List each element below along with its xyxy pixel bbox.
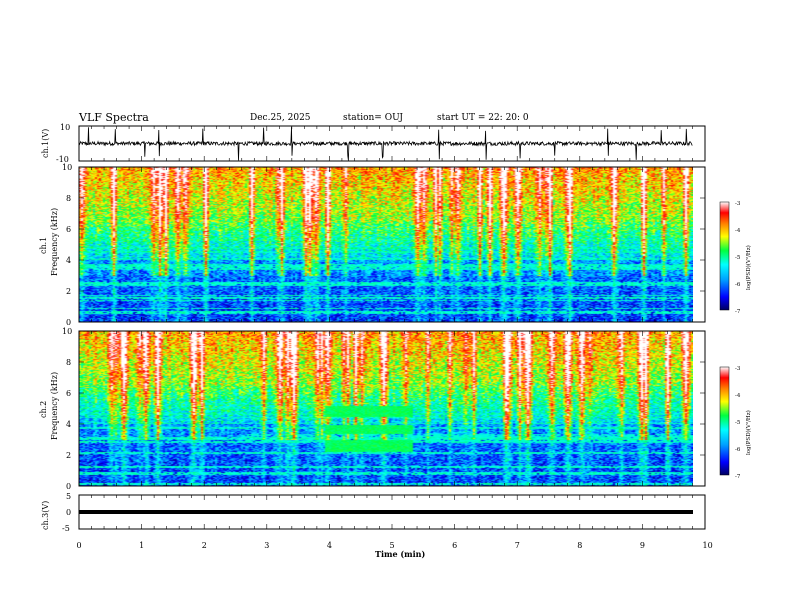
- ch1-colorbar-tick-7: -7: [735, 309, 741, 315]
- ch1-spectrogram-ylabel: ch.1: [39, 237, 48, 254]
- ch1-frequency-label: Frequency (kHz): [50, 208, 59, 276]
- ch2-colorbar-tick-5: -5: [735, 420, 741, 426]
- x-tick-label: 4: [327, 541, 332, 550]
- x-tick-label: 3: [264, 541, 269, 550]
- ch1-spectrogram-ytick: 8: [66, 194, 71, 203]
- ch1-spectrogram-ytick: 2: [66, 287, 71, 296]
- ch3-ytick-bottom: -5: [62, 524, 70, 533]
- ch2-colorbar-label: log(PSD)(V²/Hz): [745, 410, 752, 455]
- ch1-colorbar: -3 -4 -5 -6 -7 log(PSD)(V²/Hz): [719, 201, 752, 315]
- ch2-colorbar-tick-4: -4: [735, 393, 741, 399]
- x-tick-label: 8: [577, 541, 582, 550]
- x-tick-label: 5: [390, 541, 395, 550]
- ch1-spectrogram-ytick: 10: [62, 163, 72, 172]
- ch1-colorbar-tick-6: -6: [735, 282, 741, 288]
- ch2-spectrogram-group: [79, 331, 693, 486]
- ch1-spectrogram-group: [79, 167, 693, 322]
- ch3-waveform-ylabel: ch.3(V): [41, 501, 50, 530]
- ch3-ytick-top: 5: [66, 492, 71, 501]
- ch2-spectrogram-ytick: 4: [66, 420, 71, 429]
- station-label: station= OUJ: [343, 113, 404, 123]
- ch1-ytick-bottom: -10: [56, 155, 69, 164]
- ch2-spectrogram-ytick: 0: [66, 482, 71, 491]
- x-tick-label: 2: [202, 541, 207, 550]
- x-tick-label: 1: [139, 541, 144, 550]
- ch2-colorbar: -3 -4 -5 -6 -7 log(PSD)(V²/Hz): [719, 366, 752, 480]
- ch1-waveform-line: [78, 126, 693, 161]
- ch1-spectrogram-ytick: 4: [66, 256, 71, 265]
- ch2-spectrogram-image: [79, 331, 693, 486]
- date-label: Dec.25, 2025: [250, 113, 311, 123]
- x-tick-label: 9: [640, 541, 645, 550]
- ch2-spectrogram-ytick: 10: [62, 327, 72, 336]
- ch1-colorbar-scale: [719, 201, 730, 311]
- ch1-colorbar-tick-3: -3: [735, 201, 741, 207]
- x-tick-label: 7: [515, 541, 520, 550]
- ch1-ytick-top: 10: [60, 123, 70, 132]
- ch2-colorbar-tick-3: -3: [735, 366, 741, 372]
- ch1-colorbar-label: log(PSD)(V²/Hz): [745, 245, 752, 290]
- ch2-colorbar-tick-7: -7: [735, 474, 741, 480]
- start-time-label: start UT = 22: 20: 0: [437, 113, 529, 123]
- ch2-spectrogram-ytick: 6: [66, 389, 71, 398]
- x-tick-label: 10: [703, 541, 713, 550]
- ch1-spectrogram-image: [79, 167, 693, 322]
- ch2-colorbar-tick-6: -6: [735, 447, 741, 453]
- ch1-waveform-ylabel: ch.1(V): [41, 129, 50, 158]
- ch2-spectrogram-ytick: 2: [66, 451, 71, 460]
- ch1-colorbar-tick-5: -5: [735, 255, 741, 261]
- ch2-spectrogram-ylabel: ch.2: [39, 401, 48, 418]
- ch2-spectrogram-ytick: 8: [66, 358, 71, 367]
- ch1-spectrogram-ytick: 6: [66, 225, 71, 234]
- ch2-frequency-label: Frequency (kHz): [50, 372, 59, 440]
- x-tick-label: 0: [77, 541, 82, 550]
- ch2-colorbar-scale: [719, 366, 730, 476]
- figure-title: VLF Spectra: [79, 111, 149, 124]
- ch3-ytick-mid: 0: [66, 508, 71, 517]
- ch1-spectrogram-ytick: 0: [66, 318, 71, 327]
- x-axis-label: Time (min): [375, 549, 425, 559]
- x-tick-label: 6: [452, 541, 457, 550]
- ch1-colorbar-tick-4: -4: [735, 228, 741, 234]
